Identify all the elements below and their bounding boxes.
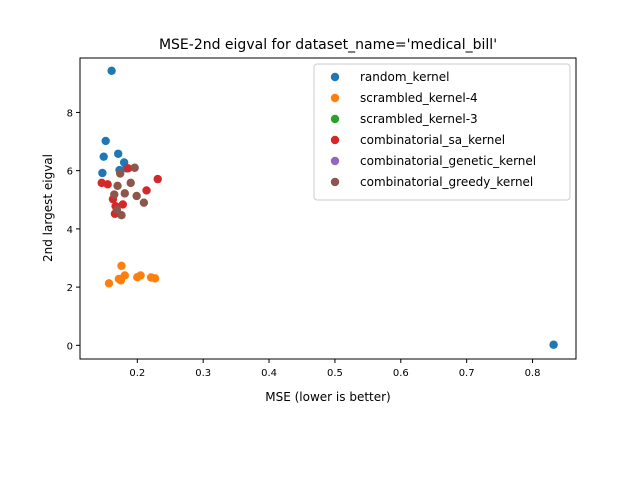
data-point-random_kernel [114,149,123,158]
data-point-random_kernel [107,66,116,76]
y-tick-label: 8 [67,108,73,119]
data-point-combinatorial_sa_kernel [153,174,162,184]
data-point-combinatorial_sa_kernel [142,186,151,195]
data-point-combinatorial_sa_kernel [103,180,112,189]
x-tick-label: 0.4 [261,368,277,379]
y-tick-label: 4 [67,225,73,236]
data-point-random_kernel [101,136,110,146]
x-tick-label: 0.5 [327,368,343,379]
data-point-combinatorial_greedy_kernel [117,210,126,220]
legend-label: scrambled_kernel-4 [360,91,478,105]
data-point-scrambled_kernel-4 [136,271,145,280]
data-point-combinatorial_greedy_kernel [139,198,149,207]
legend-marker [330,93,340,103]
data-point-scrambled_kernel-4 [104,279,114,288]
x-tick-label: 0.7 [459,368,475,379]
legend: random_kernel scrambled_kernel-4 scrambled… [313,63,571,201]
data-point-combinatorial_greedy_kernel [113,181,122,190]
legend-label: random_kernel [360,70,450,84]
legend-marker [330,135,340,145]
data-point-scrambled_kernel-4 [120,271,129,280]
data-point-combinatorial_greedy_kernel [120,189,129,198]
x-tick-label: 0.6 [393,368,409,379]
data-point-scrambled_kernel-4 [150,274,160,283]
y-tick-label: 6 [67,167,73,178]
data-point-scrambled_kernel-4 [117,261,126,271]
data-point-combinatorial_greedy_kernel [132,191,141,201]
data-point-combinatorial_greedy_kernel [115,169,125,178]
x-tick-label: 0.2 [129,368,145,379]
data-point-combinatorial_greedy_kernel [110,190,119,199]
chart-title: MSE-2nd eigval for dataset_name='medical… [159,37,497,53]
data-point-random_kernel [98,168,107,178]
legend-marker [330,177,340,187]
data-point-combinatorial_greedy_kernel [130,163,139,172]
legend-label: combinatorial_sa_kernel [360,133,505,147]
x-axis-ticks: 0.2 0.3 0.4 0.5 0.6 0.7 0.8 [129,359,540,379]
x-axis-label: MSE (lower is better) [265,390,390,404]
legend-label: scrambled_kernel-3 [360,112,478,126]
legend-label: combinatorial_greedy_kernel [360,175,533,189]
y-axis-ticks: 0 2 4 6 8 [67,108,80,352]
legend-marker [330,156,340,166]
y-axis-label: 2nd largest eigval [41,154,55,262]
data-point-combinatorial_greedy_kernel [126,178,135,188]
legend-label: combinatorial_genetic_kernel [360,154,536,168]
data-point-combinatorial_sa_kernel [118,200,128,209]
data-point-random_kernel [99,152,108,161]
data-point-random_kernel [549,340,558,349]
x-tick-label: 0.8 [525,368,541,379]
plot-area-frame [79,57,577,360]
legend-marker [330,72,340,82]
y-tick-label: 2 [67,283,73,294]
points-layer [97,66,558,349]
data-point-combinatorial_sa_kernel [123,164,133,173]
y-tick-label: 0 [67,341,73,352]
legend-box [313,63,571,201]
legend-marker [330,114,340,124]
x-tick-label: 0.3 [195,368,211,379]
